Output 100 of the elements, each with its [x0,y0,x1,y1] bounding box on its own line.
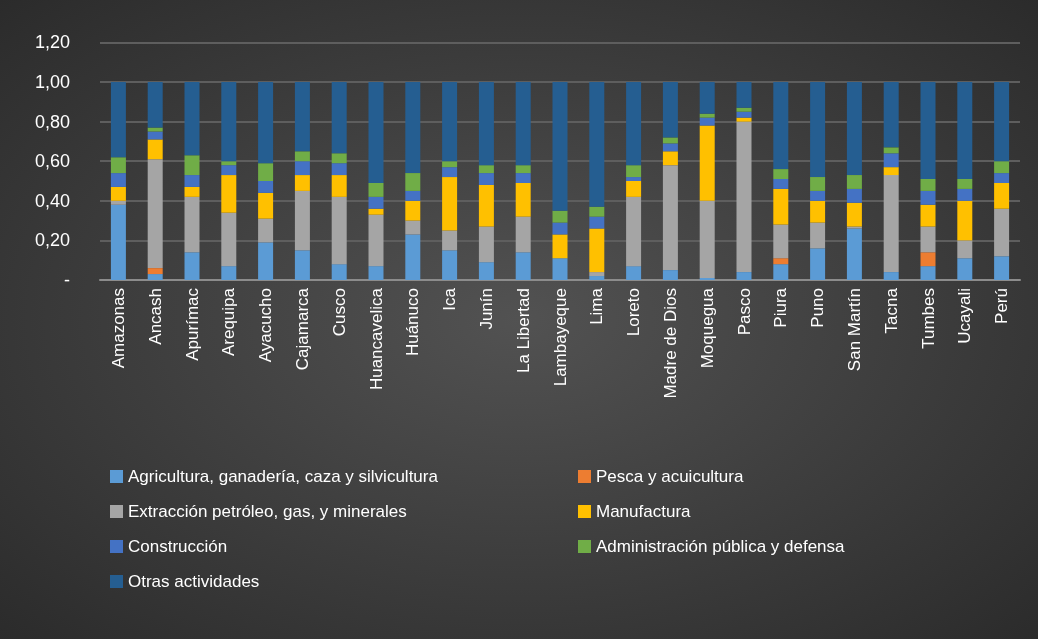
bar [589,216,605,229]
bar [405,190,421,201]
bar [294,82,310,152]
bar [478,165,494,174]
bar [773,188,789,225]
bar [331,153,347,164]
bar [883,175,899,273]
x-tick-label: Tacna [881,287,901,334]
bar [442,250,458,280]
bar [846,202,862,227]
bar [957,258,973,280]
y-tick-label: 0,60 [34,151,70,172]
bar [147,274,163,280]
bar [883,153,899,168]
bar [662,82,678,138]
bar [331,264,347,280]
bar [552,210,568,223]
bar [994,82,1010,162]
bar [515,82,531,166]
bar [810,190,826,201]
bar [662,151,678,166]
bar [552,82,568,211]
bar [920,190,936,205]
bar [773,82,789,170]
bar [368,266,384,280]
bar [810,248,826,280]
bar [994,182,1010,209]
bar [626,181,642,197]
bar [957,188,973,201]
bar [589,82,605,207]
bar [626,196,642,267]
y-tick-label: 1,00 [34,72,70,92]
bar [221,161,237,166]
bar [515,165,531,174]
bar [184,252,200,280]
x-tick-label: San Martín [844,288,864,372]
x-tick-label: Cajamarca [292,287,312,371]
x-tick-label: Lambayeque [550,288,570,387]
bar [110,200,126,205]
bar [258,82,274,164]
bar [846,188,862,203]
bar [368,208,384,215]
x-tick-label: Ica [440,287,460,311]
bar [589,228,605,273]
bar [405,234,421,280]
bar [442,167,458,178]
bar [184,196,200,253]
bar [258,181,274,193]
x-tick-label: Arequipa [219,287,239,357]
legend-label: Manufactura [596,502,692,521]
bar [810,82,826,178]
bar [846,82,862,176]
bar [810,177,826,191]
bar [810,222,826,249]
bar [478,82,494,166]
bar [405,173,421,191]
bar [773,258,789,265]
x-tick-label: Apurímac [182,287,202,361]
bar [442,177,458,231]
bar [552,234,568,259]
bar [331,196,347,265]
x-tick-label: Huánuco [403,288,423,357]
bar [515,252,531,280]
bar [699,82,715,114]
y-tick-label: 0,40 [34,190,70,211]
y-tick-label: 0,20 [34,230,70,251]
x-tick-label: Cusco [329,288,349,337]
bar [773,169,789,180]
bar [258,192,274,219]
bar [221,165,237,176]
bar [294,161,310,176]
bar [994,161,1010,174]
bar [883,167,899,176]
x-tick-label: Huancavelica [366,287,386,391]
bar [294,151,310,162]
bar [405,200,421,221]
x-tick-label: Piura [771,287,791,328]
x-tick-label: Madre de Dios [660,288,680,399]
bar [147,82,163,128]
bar [773,224,789,259]
bar [920,204,936,227]
bar [147,268,163,275]
bar [221,82,237,162]
bar [184,82,200,156]
bar [773,264,789,280]
bar [184,155,200,176]
legend-label: Agricultura, ganadería, caza y silvicultura [128,467,439,486]
bar [994,173,1010,183]
legend-label: Pesca y acuicultura [596,467,744,486]
bar [920,266,936,280]
bar [662,143,678,152]
bar [589,276,605,280]
bar [405,82,421,174]
bar [957,240,973,259]
bar [626,177,642,181]
bar [184,175,200,187]
bar [515,216,531,253]
bar [994,208,1010,257]
bar [258,163,274,181]
bar [920,179,936,191]
